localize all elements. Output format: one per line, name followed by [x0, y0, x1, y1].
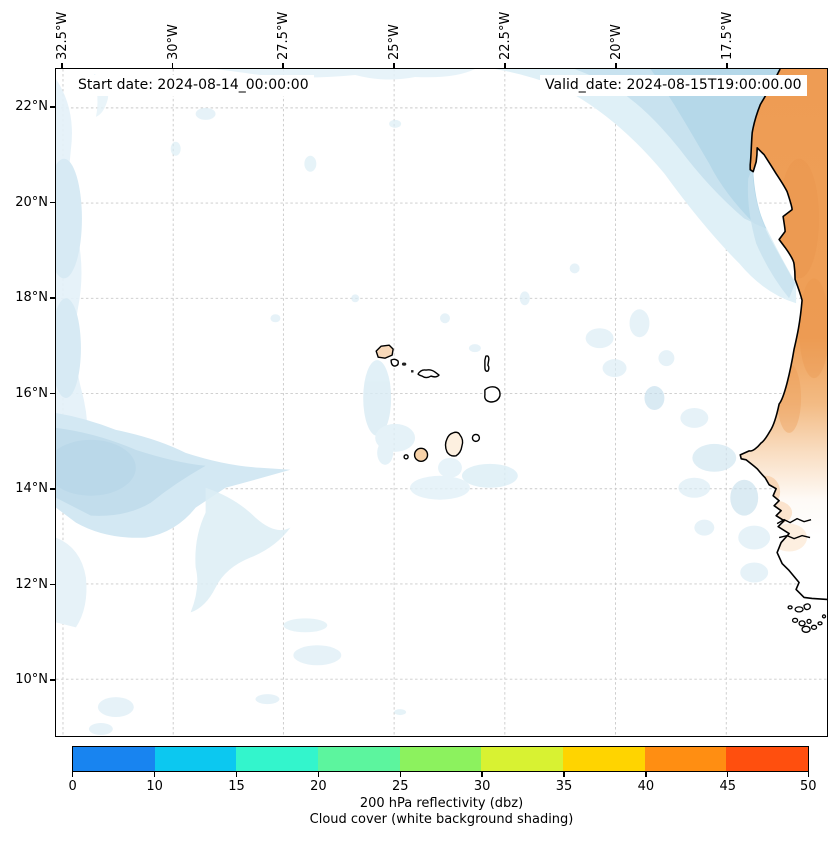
- colorbar-segment: [318, 747, 400, 771]
- island-santo-antao: [375, 344, 394, 359]
- y-tick-mark: [50, 201, 55, 204]
- y-tick-mark: [50, 106, 55, 108]
- colorbar-segment: [563, 747, 645, 771]
- annotation-start-date: Start date: 2024-08-14_00:00:00: [73, 75, 314, 96]
- colorbar-tick-mark: [645, 772, 647, 777]
- x-tick-label: 22.5°W: [498, 11, 513, 60]
- colorbar-tick-label: 10: [146, 779, 163, 794]
- x-tick-label: 25°W: [387, 24, 402, 60]
- gambia-river: [776, 517, 812, 525]
- map-plot-area: Start date: 2024-08-14_00:00:00 Valid_da…: [55, 68, 828, 737]
- colorbar-tick-label: 20: [310, 779, 327, 794]
- colorbar-tick-mark: [317, 772, 320, 777]
- x-tick-label: 32.5°W: [55, 11, 70, 60]
- casamance-river: [778, 534, 811, 540]
- island-boa-vista: [484, 386, 501, 403]
- x-tick-label: 27.5°W: [276, 11, 291, 60]
- scattered-cloud-blobs: [88, 78, 771, 736]
- island-cloud-blobs: [363, 360, 518, 500]
- y-tick-label: 14°N: [15, 481, 48, 496]
- colorbar-tick-mark: [481, 772, 483, 777]
- y-tick-mark: [50, 297, 55, 299]
- bijagos-islands: [787, 603, 827, 633]
- colorbar-segment: [644, 747, 727, 771]
- colorbar-tick-mark: [399, 772, 401, 777]
- x-tick-label: 30°W: [165, 24, 181, 60]
- cape-verde-islands: [375, 344, 501, 463]
- y-tick-label: 22°N: [15, 99, 48, 114]
- y-tick-mark: [50, 392, 55, 395]
- colorbar-tick-mark: [72, 772, 74, 777]
- colorbar-tick-label: 50: [800, 779, 817, 794]
- colorbar-tick-label: 40: [637, 779, 655, 794]
- island-brava: [403, 454, 409, 460]
- island-fogo: [413, 447, 429, 463]
- left-cloud-band: [56, 78, 291, 628]
- colorbar-tick-label: 25: [392, 779, 409, 794]
- x-tick-mark: [615, 63, 617, 68]
- map-svg: [56, 69, 827, 736]
- y-tick-label: 20°N: [15, 194, 48, 210]
- colorbar: [72, 746, 809, 772]
- y-tick-label: 10°N: [15, 672, 48, 687]
- colorbar-tick-mark: [563, 772, 565, 777]
- colorbar-tick-mark: [727, 772, 729, 777]
- colorbar-segment: [236, 747, 319, 771]
- island-sal: [484, 355, 490, 372]
- colorbar-tick-mark: [235, 772, 238, 777]
- annotation-valid-date: Valid_date: 2024-08-15T19:00:00.00: [540, 75, 807, 96]
- y-tick-label: 16°N: [15, 385, 48, 401]
- island-santiago: [444, 431, 464, 457]
- colorbar-title-line1: 200 hPa reflectivity (dbz): [359, 796, 524, 811]
- x-tick-mark: [726, 63, 728, 68]
- colorbar-segment: [73, 747, 155, 771]
- colorbar-segment: [399, 747, 482, 771]
- island-sao-vicente: [390, 358, 399, 367]
- y-tick-mark: [50, 488, 55, 490]
- cloud-fan-core: [650, 69, 781, 229]
- y-tick-label: 12°N: [15, 576, 48, 592]
- x-tick-label: 20°W: [609, 24, 624, 60]
- y-tick-mark: [50, 679, 55, 681]
- africa-land: [740, 69, 827, 600]
- colorbar-tick-label: 15: [228, 779, 245, 794]
- island-sao-nicolau: [417, 369, 440, 379]
- x-tick-label: 17.5°W: [720, 11, 735, 60]
- x-tick-mark: [393, 63, 395, 68]
- x-tick-mark: [61, 63, 63, 68]
- cloud-shading-layer: [56, 69, 797, 736]
- y-tick-label: 18°N: [15, 290, 48, 305]
- colorbar-tick-mark: [153, 772, 156, 777]
- x-tick-mark: [282, 63, 284, 68]
- colorbar-tick-mark: [807, 772, 809, 777]
- colorbar-tick-label: 35: [555, 779, 573, 794]
- y-tick-mark: [50, 583, 55, 586]
- colorbar-segment: [481, 747, 564, 771]
- x-tick-mark: [171, 63, 174, 68]
- colorbar-segment: [726, 747, 809, 771]
- colorbar-title-line2: Cloud cover (white background shading): [309, 812, 574, 827]
- colorbar-segment: [154, 747, 237, 771]
- x-tick-mark: [504, 63, 506, 68]
- colorbar-tick-label: 30: [473, 779, 491, 794]
- africa-coastline: [739, 69, 827, 601]
- colorbar-tick-label: 0: [68, 779, 77, 794]
- island-santa-luzia: [401, 362, 407, 366]
- islet-dot: [411, 370, 414, 373]
- river-lines: [776, 517, 812, 540]
- colorbar-tick-label: 45: [719, 779, 737, 794]
- island-maio: [471, 433, 481, 443]
